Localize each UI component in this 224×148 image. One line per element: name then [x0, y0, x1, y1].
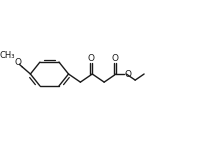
- Text: O: O: [15, 58, 22, 67]
- Text: CH₃: CH₃: [0, 51, 15, 60]
- Text: O: O: [124, 70, 131, 78]
- Text: O: O: [112, 54, 118, 63]
- Text: O: O: [88, 54, 95, 63]
